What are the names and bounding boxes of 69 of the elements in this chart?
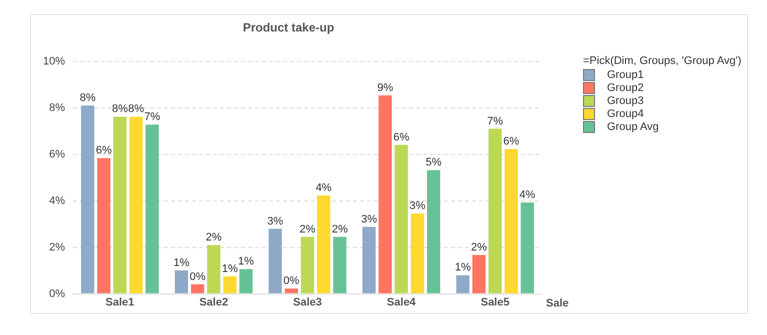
bar bbox=[223, 276, 236, 294]
legend-title: =Pick(Dim, Groups, 'Group Avg') bbox=[583, 55, 742, 67]
y-tick-label: 4% bbox=[49, 194, 66, 207]
data-label: 1% bbox=[173, 256, 190, 269]
x-axis-title: Sale bbox=[546, 297, 569, 310]
data-label: 6% bbox=[393, 131, 410, 144]
bar bbox=[520, 202, 534, 294]
data-label: 1% bbox=[222, 262, 238, 275]
bar bbox=[333, 236, 346, 294]
data-label: 9% bbox=[377, 82, 394, 94]
bar bbox=[207, 244, 220, 294]
x-tick-label: Sale2 bbox=[199, 296, 228, 308]
data-label: 2% bbox=[332, 223, 348, 236]
legend-label: Group2 bbox=[607, 82, 644, 94]
data-label: 3% bbox=[409, 200, 426, 212]
bar bbox=[268, 228, 282, 294]
data-label: 8% bbox=[112, 103, 128, 116]
bar bbox=[317, 195, 330, 294]
bar bbox=[300, 236, 314, 294]
data-label: 2% bbox=[300, 223, 316, 236]
bar bbox=[97, 158, 110, 294]
legend-label: Group4 bbox=[607, 108, 644, 120]
chart-title: Product take-up bbox=[242, 20, 334, 35]
data-label: 8% bbox=[80, 92, 96, 104]
y-tick-label: 6% bbox=[49, 148, 66, 160]
bar bbox=[394, 144, 408, 294]
bar bbox=[426, 170, 440, 294]
y-tick-label: 2% bbox=[49, 241, 66, 254]
data-label: 1% bbox=[454, 262, 471, 274]
bar bbox=[284, 288, 298, 294]
x-tick-label: Sale3 bbox=[293, 296, 322, 308]
bar bbox=[504, 149, 518, 294]
x-tick-label: Sale4 bbox=[386, 296, 417, 308]
bar bbox=[362, 226, 376, 294]
legend-label: Group Avg bbox=[607, 121, 659, 133]
legend-label: Group3 bbox=[607, 95, 644, 107]
bar bbox=[81, 106, 94, 294]
x-tick-label: Sale1 bbox=[106, 296, 134, 308]
bar bbox=[113, 116, 127, 294]
data-label: 5% bbox=[426, 156, 442, 169]
data-label: 6% bbox=[503, 136, 520, 148]
data-label: 4% bbox=[519, 189, 536, 201]
y-tick-label: 0% bbox=[49, 288, 66, 300]
data-label: 3% bbox=[361, 213, 378, 226]
legend-label: Group1 bbox=[607, 69, 644, 81]
data-label: 7% bbox=[144, 111, 160, 124]
bar bbox=[129, 116, 143, 294]
bar bbox=[488, 128, 502, 294]
data-label: 2% bbox=[471, 242, 488, 254]
bar bbox=[174, 270, 188, 294]
x-tick-label: Sale5 bbox=[480, 296, 510, 308]
data-label: 8% bbox=[128, 103, 144, 116]
data-label: 6% bbox=[96, 144, 112, 157]
data-label: 0% bbox=[190, 270, 206, 283]
bar bbox=[239, 269, 253, 294]
bar bbox=[472, 254, 486, 294]
bar bbox=[456, 275, 470, 294]
data-label: 4% bbox=[316, 182, 332, 194]
y-tick-label: 10% bbox=[42, 55, 66, 68]
y-tick-label: 8% bbox=[49, 102, 66, 114]
data-label: 2% bbox=[206, 232, 222, 244]
data-label: 1% bbox=[238, 256, 254, 268]
bar bbox=[410, 214, 424, 294]
data-label: 7% bbox=[487, 115, 504, 128]
data-label: 3% bbox=[267, 215, 284, 228]
bar bbox=[378, 95, 392, 294]
data-label: 0% bbox=[283, 274, 300, 287]
bar bbox=[146, 124, 159, 294]
bar bbox=[190, 284, 204, 294]
